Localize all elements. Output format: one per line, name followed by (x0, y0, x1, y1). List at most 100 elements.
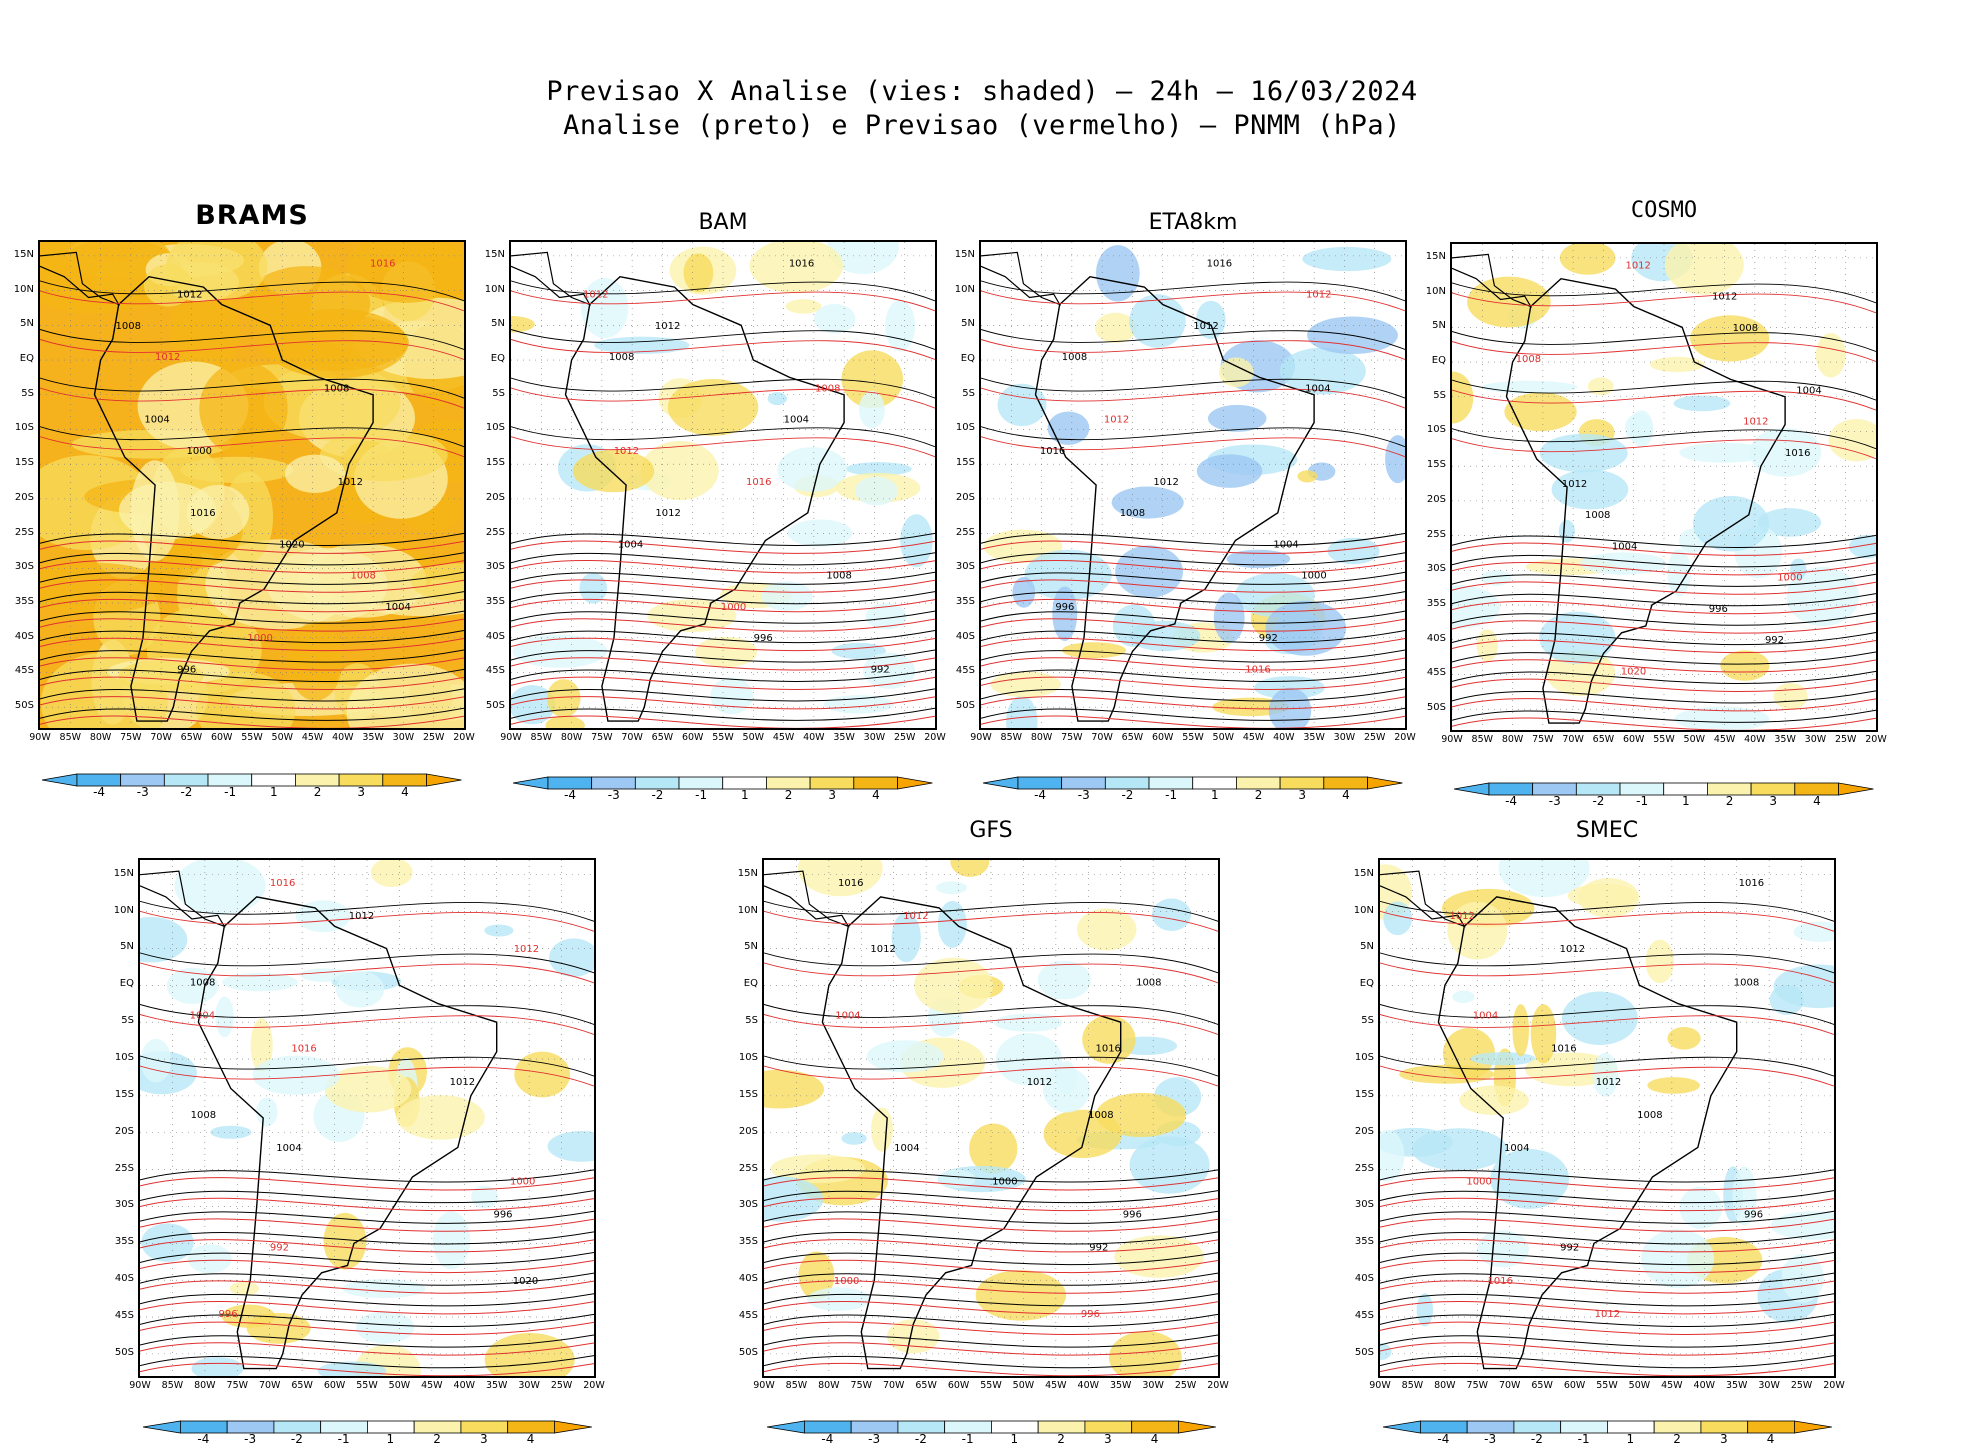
bias-shading (891, 912, 921, 963)
isobar-forecast (1380, 1280, 1834, 1294)
lat-tick-label: 10N (737, 904, 758, 916)
lat-tick-label: 30S (114, 1199, 134, 1211)
isobar-forecast (981, 696, 1405, 710)
lon-tick-label: 70W (1562, 734, 1584, 745)
bias-shading (1773, 683, 1808, 710)
lon-tick-label: 35W (1303, 732, 1325, 743)
lon-tick-label: 45W (1242, 732, 1265, 743)
bias-shading (914, 957, 993, 1014)
lat-tick-label: 15N (1425, 250, 1446, 262)
isobar-analysis (140, 1251, 594, 1266)
colorbar-segment (142, 1420, 181, 1434)
lat-tick-label: 5S (492, 387, 505, 399)
lat-tick-label: 25S (738, 1162, 758, 1174)
contour-label: 1012 (583, 290, 608, 301)
bias-shading (1213, 592, 1245, 643)
lat-tick-label: EQ (1359, 978, 1374, 990)
isobar-forecast (764, 1065, 1218, 1087)
bias-shading (410, 563, 464, 602)
contour-label: 1004 (1305, 383, 1330, 394)
contour-label: 1004 (618, 539, 643, 550)
bias-shading (764, 1176, 824, 1222)
bias-shading (845, 462, 912, 476)
colorbar-label: 3 (1769, 794, 1778, 808)
isobar-forecast (40, 676, 464, 690)
isobar-forecast (764, 1218, 1218, 1232)
isobar-analysis (1452, 709, 1876, 723)
bias-shading (246, 1312, 311, 1344)
contour-label: 1012 (1596, 1077, 1621, 1088)
bias-shading (1561, 991, 1638, 1045)
isobar-analysis (1452, 282, 1876, 304)
bias-shading (997, 383, 1047, 427)
lon-tick-label: 30W (392, 732, 415, 743)
contour-label: 1008 (1136, 977, 1161, 988)
bias-shading (140, 916, 188, 963)
isobar-forecast (981, 676, 1405, 690)
lon-tick-label: 80W (1501, 734, 1524, 745)
coastline (1505, 277, 1786, 724)
colorbar-label: 3 (1720, 1432, 1728, 1446)
contour-label: 1008 (826, 571, 851, 582)
bias-shading (1043, 1067, 1090, 1113)
bias-shading (370, 860, 413, 888)
lon-tick-label: 45W (772, 732, 795, 743)
isobar-analysis (981, 688, 1405, 702)
isobar-forecast (764, 1321, 1218, 1335)
contour-label: 1016 (838, 878, 863, 889)
coastline (1437, 896, 1738, 1370)
isobar-analysis (981, 630, 1405, 644)
bias-shading (170, 284, 240, 378)
bias-shading (1828, 418, 1876, 462)
contour-label: 1012 (1625, 260, 1650, 271)
lat-tick-label: 5S (1433, 389, 1446, 401)
isobar-analysis (981, 649, 1405, 663)
contour-label: 992 (1560, 1243, 1579, 1254)
isobar-forecast (981, 290, 1405, 312)
bias-shading (770, 1154, 865, 1184)
lat-tick-label: 15S (1354, 1088, 1374, 1100)
coastline (511, 251, 592, 306)
lon-tick-label: 75W (120, 732, 142, 743)
lon-tick-label: 45W (301, 732, 324, 743)
isobar-forecast (764, 1197, 1218, 1212)
isobar-forecast (511, 715, 935, 728)
bias-shading (545, 715, 585, 728)
contour-label: 1000 (510, 1176, 535, 1187)
lon-tick-label: 75W (1061, 732, 1083, 743)
isobar-forecast (764, 1259, 1218, 1274)
colorbar-segment (513, 776, 549, 790)
bias-shading (484, 924, 514, 937)
contour-label: 996 (1709, 604, 1728, 615)
isobar-analysis (40, 532, 464, 546)
isobar-analysis (1452, 612, 1876, 626)
lon-tick-label: 30W (863, 732, 886, 743)
lat-tick-label: 25S (14, 526, 34, 538)
contour-label: 1012 (903, 911, 928, 922)
bias-shading (813, 303, 856, 334)
bias-shading (1649, 356, 1705, 373)
bias-shading (1667, 1026, 1701, 1050)
isobar-analysis (764, 952, 1218, 974)
isobar-forecast (1380, 1177, 1834, 1191)
lon-tick-label: 35W (1109, 1380, 1132, 1391)
contour-label: 1000 (834, 1276, 859, 1287)
bias-shading (767, 392, 787, 406)
isobar-analysis (1380, 1313, 1834, 1328)
lat-tick-label: 5N (961, 318, 975, 330)
colorbar-label: 1 (741, 788, 749, 802)
colorbar-segment (897, 776, 933, 790)
contour-label: 1012 (1449, 911, 1474, 922)
lat-tick-label: 15S (1426, 459, 1446, 471)
lon-tick-label: 55W (1182, 732, 1204, 743)
isobar-forecast (764, 1280, 1218, 1294)
isobar-forecast (981, 559, 1405, 574)
contour-label: 992 (1259, 633, 1278, 644)
isobar-analysis (1380, 952, 1834, 974)
bias-shading (1848, 534, 1876, 559)
lat-tick-label: 20S (1426, 493, 1446, 505)
bias-shading (1037, 960, 1091, 1000)
lat-tick-label: 10N (13, 283, 34, 295)
coastline (1452, 253, 1533, 308)
lon-tick-label: 25W (422, 732, 445, 743)
